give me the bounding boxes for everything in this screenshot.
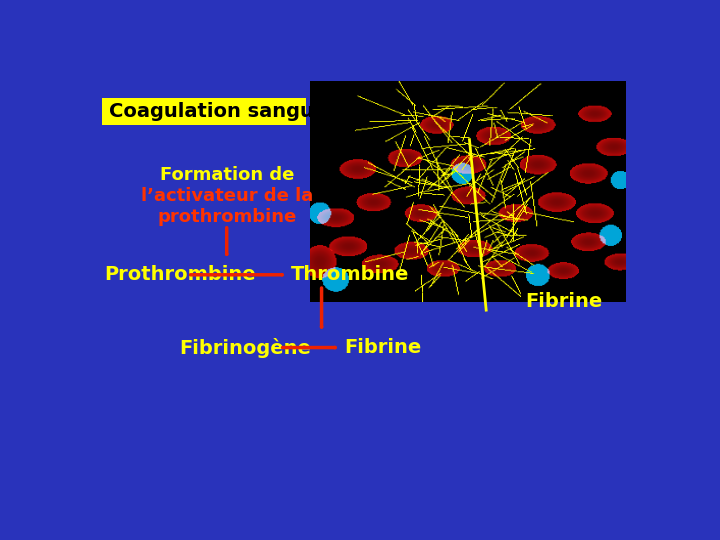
- Text: l’activateur de la: l’activateur de la: [140, 187, 312, 205]
- Text: Coagulation sanguine: Coagulation sanguine: [109, 102, 348, 121]
- Text: Formation de: Formation de: [160, 166, 294, 184]
- Text: prothrombine: prothrombine: [157, 207, 297, 226]
- Text: Fibrine: Fibrine: [344, 338, 421, 357]
- Bar: [310, 82, 626, 302]
- Bar: [102, 98, 306, 125]
- Text: Fibrinogène: Fibrinogène: [179, 338, 311, 357]
- Text: Prothrombine: Prothrombine: [104, 265, 256, 284]
- Text: Thrombine: Thrombine: [291, 265, 409, 284]
- Text: Fibrine: Fibrine: [526, 292, 603, 311]
